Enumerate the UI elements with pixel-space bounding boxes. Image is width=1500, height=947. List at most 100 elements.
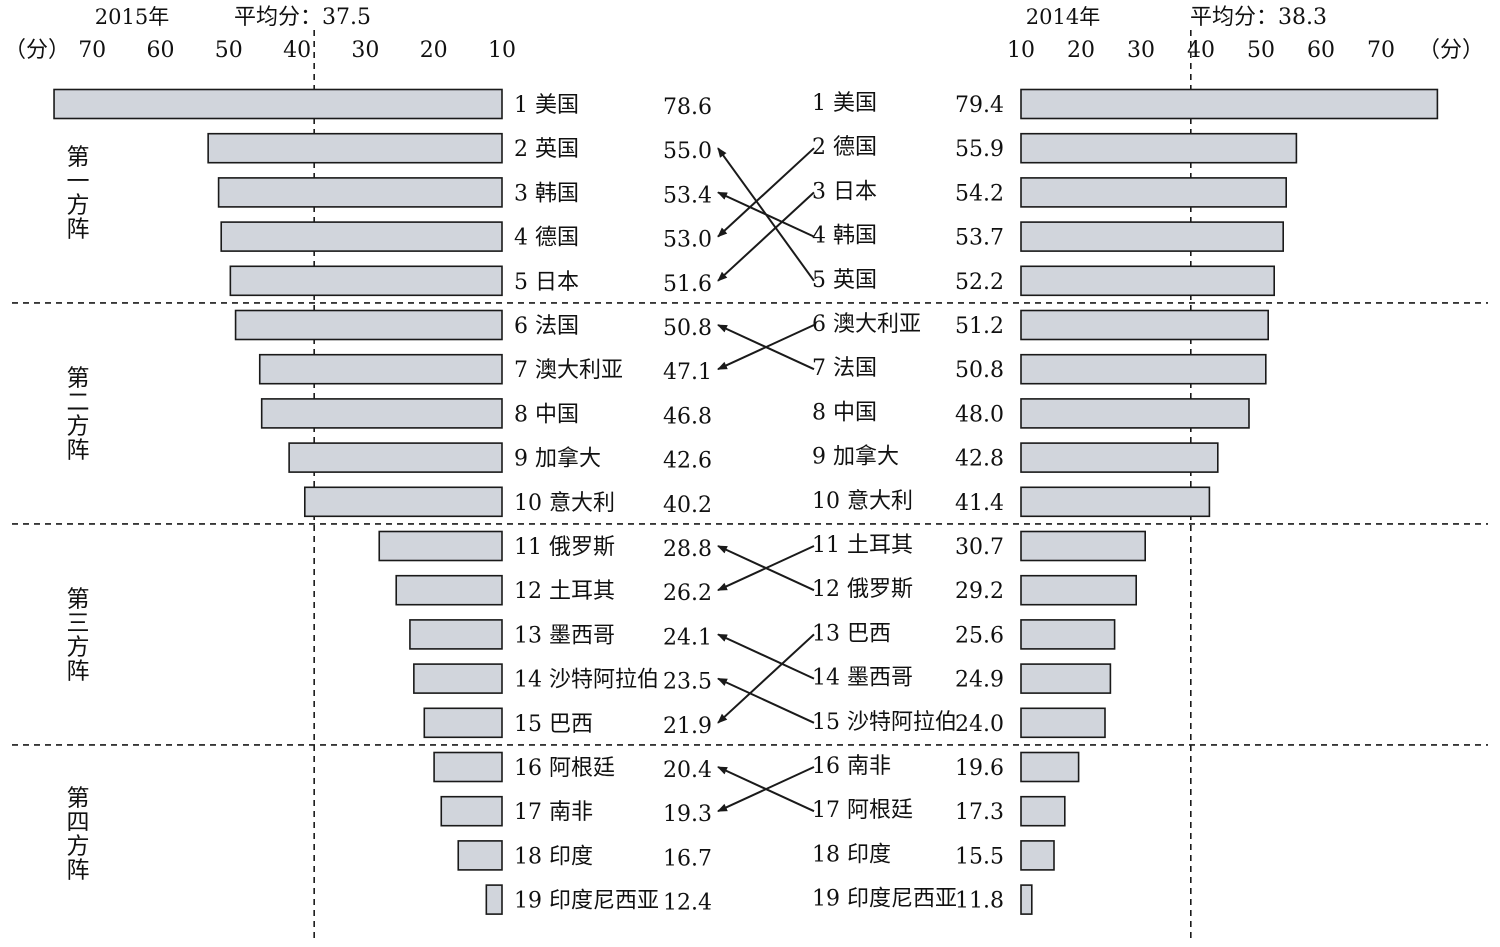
tier-separators xyxy=(12,302,1488,746)
left-country-label: 19 印度尼西亚 xyxy=(514,889,659,914)
right-tick-label: 10 xyxy=(1007,38,1035,63)
left-country-label: 2 英国 xyxy=(514,137,579,162)
left-bar xyxy=(409,619,503,650)
left-tick-label: 20 xyxy=(420,38,448,63)
left-value-label: 51.6 xyxy=(663,272,712,297)
left-bar xyxy=(234,309,503,341)
left-country-label: 12 土耳其 xyxy=(514,579,615,604)
right-bar xyxy=(1020,177,1288,208)
left-average-label: 平均分：37.5 xyxy=(234,5,371,30)
left-country-label: 17 南非 xyxy=(514,800,593,825)
right-year-label: 2014年 xyxy=(1026,5,1100,29)
right-tick-label: 70 xyxy=(1367,38,1395,63)
right-value-label: 25.6 xyxy=(955,623,1004,648)
rank-change-arrow xyxy=(717,545,815,592)
right-tick-label: 20 xyxy=(1067,38,1095,63)
left-tick-label: 70 xyxy=(78,38,106,63)
right-country-label: 4 韩国 xyxy=(812,224,877,249)
left-country-label: 10 意大利 xyxy=(514,491,615,516)
right-value-label: 24.0 xyxy=(955,712,1004,737)
left-tick-label: 40 xyxy=(283,38,311,63)
right-country-label: 6 澳大利亚 xyxy=(812,312,921,337)
left-bar xyxy=(229,265,503,297)
rank-change-arrow xyxy=(717,324,815,371)
left-value-label: 12.4 xyxy=(663,891,712,916)
right-value-label: 48.0 xyxy=(955,402,1004,427)
left-country-label: 15 巴西 xyxy=(514,712,593,737)
left-value-label: 40.2 xyxy=(663,493,712,518)
right-bar xyxy=(1020,442,1219,473)
rank-change-arrows xyxy=(717,147,815,813)
right-value-label: 11.8 xyxy=(955,889,1004,914)
left-value-label: 47.1 xyxy=(663,360,712,385)
left-tick-label: 10 xyxy=(488,38,516,63)
tier-label: 第一方阵 xyxy=(67,144,90,242)
right-bar xyxy=(1020,353,1267,385)
right-bar xyxy=(1020,663,1112,694)
right-value-label: 41.4 xyxy=(955,491,1004,516)
left-bar xyxy=(207,132,503,164)
left-country-label: 9 加拿大 xyxy=(514,446,601,472)
right-country-label: 9 加拿大 xyxy=(812,444,899,470)
left-value-label: 28.8 xyxy=(663,537,712,562)
left-value-label: 21.9 xyxy=(663,714,712,739)
right-bar xyxy=(1020,574,1137,606)
right-bar xyxy=(1020,221,1285,252)
right-tick-label: 30 xyxy=(1127,38,1155,63)
left-country-label: 8 中国 xyxy=(514,402,579,427)
right-value-label: 53.7 xyxy=(955,226,1004,251)
right-country-label: 1 美国 xyxy=(812,91,877,116)
tier-label: 第四方阵 xyxy=(67,785,90,883)
rank-change-arrow xyxy=(717,191,815,238)
left-bar xyxy=(485,884,503,915)
right-value-label: 30.7 xyxy=(955,535,1004,560)
right-value-labels: 79.4 55.9 54.2 53.7 52.2 51.2 50.8 48.0 42.8 41.4… xyxy=(955,93,1004,914)
left-value-label: 46.8 xyxy=(663,404,712,429)
left-bar xyxy=(303,486,503,518)
right-value-label: 29.2 xyxy=(955,579,1004,604)
left-value-label: 78.6 xyxy=(663,95,712,120)
left-value-label: 19.3 xyxy=(663,802,712,827)
left-value-label: 24.1 xyxy=(663,625,712,650)
right-bar xyxy=(1020,840,1055,871)
left-country-label: 14 沙特阿拉伯 xyxy=(514,668,659,693)
right-bar xyxy=(1020,795,1066,827)
right-bar xyxy=(1020,751,1080,783)
left-country-label: 16 阿根廷 xyxy=(514,756,615,781)
right-country-label: 15 沙特阿拉伯 xyxy=(812,710,957,735)
left-bar xyxy=(423,707,503,739)
right-value-label: 79.4 xyxy=(955,93,1004,118)
left-country-label: 7 澳大利亚 xyxy=(514,358,623,383)
right-bar xyxy=(1020,530,1146,562)
rank-change-arrow xyxy=(717,633,815,680)
left-bar xyxy=(440,795,503,827)
right-bar xyxy=(1020,132,1298,164)
average-lines xyxy=(313,30,1192,940)
right-country-label: 7 法国 xyxy=(812,356,877,381)
right-bar xyxy=(1020,309,1269,341)
left-bar xyxy=(258,353,503,385)
left-year-label: 2015年 xyxy=(95,5,169,29)
right-unit-label: （分） xyxy=(1418,38,1484,63)
right-country-label: 8 中国 xyxy=(812,400,877,425)
right-value-label: 17.3 xyxy=(955,800,1004,825)
left-value-label: 53.0 xyxy=(663,228,712,253)
right-value-label: 50.8 xyxy=(955,358,1004,383)
left-country-label: 5 日本 xyxy=(514,270,579,295)
left-bar xyxy=(395,574,503,606)
right-bar xyxy=(1020,884,1033,915)
right-country-labels: 1 美国 2 德国 3 日本 4 韩国 5 英国 6 澳大利亚 7 法国 8 中国 9 加拿大 1… xyxy=(812,91,957,912)
right-value-label: 51.2 xyxy=(955,314,1004,339)
left-value-labels: 78.6 55.0 53.4 53.0 51.6 50.8 47.1 46.8 42.6 40.2… xyxy=(663,95,712,916)
left-country-label: 13 墨西哥 xyxy=(514,623,615,648)
left-tick-label: 30 xyxy=(351,38,379,63)
right-country-label: 14 墨西哥 xyxy=(812,666,913,691)
right-country-label: 2 德国 xyxy=(812,135,877,160)
right-bar xyxy=(1020,707,1106,739)
right-value-label: 55.9 xyxy=(955,137,1004,162)
left-value-label: 42.6 xyxy=(663,449,712,474)
left-value-label: 23.5 xyxy=(663,670,712,695)
right-country-label: 16 南非 xyxy=(812,754,891,779)
